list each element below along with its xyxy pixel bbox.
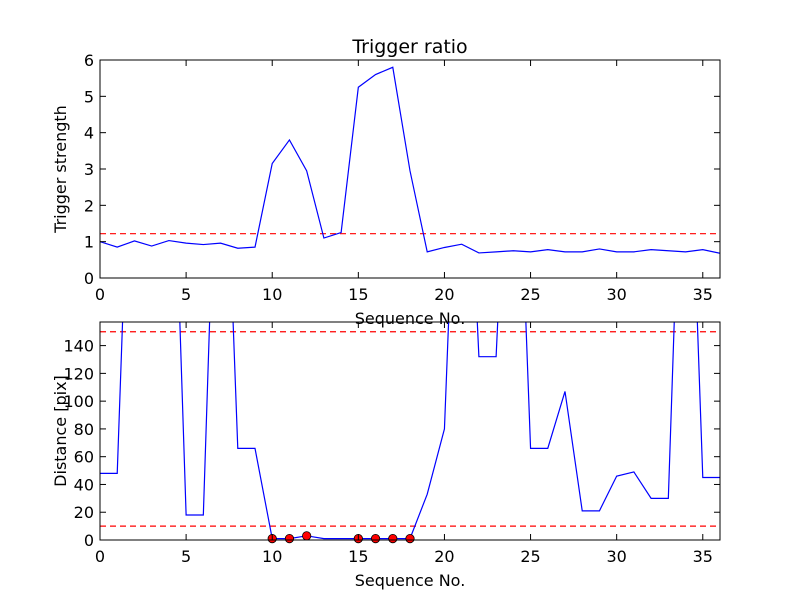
x-tick-label: 0 <box>95 285 105 304</box>
trigger-marker <box>388 534 398 544</box>
x-tick-label: 20 <box>434 547 454 566</box>
x-tick-label: 0 <box>95 547 105 566</box>
y-tick-label: 0 <box>84 269 94 288</box>
y-tick-label: 1 <box>84 233 94 252</box>
x-tick-label: 30 <box>606 285 626 304</box>
y-axis-label: Trigger strength <box>51 105 70 234</box>
x-tick-label: 10 <box>262 547 282 566</box>
y-tick-label: 6 <box>84 51 94 70</box>
y-tick-label: 3 <box>84 160 94 179</box>
x-axis-label: Sequence No. <box>355 309 466 328</box>
y-axis-label: Distance [pix] <box>51 375 70 487</box>
x-axis-label: Sequence No. <box>355 571 466 590</box>
plot-area <box>100 66 720 254</box>
distance-panel: Sequence No. Distance [pix] 0 5 10 15 20 25 30… <box>51 321 721 590</box>
x-tick-label: 15 <box>348 547 368 566</box>
trigger-marker <box>302 531 312 541</box>
series-line <box>100 66 720 254</box>
trigger-marker <box>284 534 295 544</box>
x-tick-label: 35 <box>693 547 713 566</box>
trigger-marker <box>370 534 381 544</box>
x-tick-label: 35 <box>693 285 713 304</box>
y-tick-label: 140 <box>63 337 94 356</box>
trigger-marker <box>405 534 415 544</box>
y-tick-label: 120 <box>63 364 94 383</box>
x-tick-label: 25 <box>520 547 540 566</box>
x-tick-label: 20 <box>434 285 454 304</box>
x-tick-label: 30 <box>606 547 626 566</box>
x-tick-label: 5 <box>181 547 191 566</box>
x-tick-label: 15 <box>348 285 368 304</box>
y-tick-label: 0 <box>84 531 94 550</box>
x-tick-label: 10 <box>262 285 282 304</box>
x-tick-label: 5 <box>181 285 191 304</box>
y-tick-label: 60 <box>74 448 94 467</box>
y-tick-label: 5 <box>84 87 94 106</box>
y-tick-label: 100 <box>63 392 94 411</box>
series-line <box>100 322 720 540</box>
y-tick-label: 80 <box>74 420 94 439</box>
plot-area <box>100 322 720 540</box>
y-tick-label: 2 <box>84 196 94 215</box>
chart-title: Trigger ratio <box>351 36 467 58</box>
trigger-ratio-panel: Trigger ratio Sequence No. Trigger stren… <box>51 36 721 328</box>
x-tick-label: 25 <box>520 285 540 304</box>
axes-frame <box>99 321 721 541</box>
y-tick-label: 20 <box>74 503 94 522</box>
y-tick-label: 4 <box>84 124 94 143</box>
y-tick-label: 40 <box>74 475 94 494</box>
